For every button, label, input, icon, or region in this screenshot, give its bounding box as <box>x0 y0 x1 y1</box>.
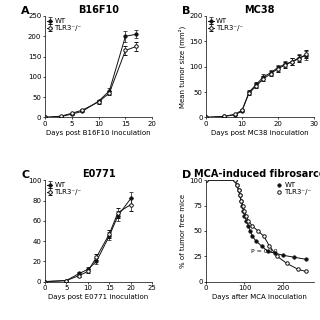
WT <box>281 253 285 257</box>
TLR3⁻/⁻ <box>244 214 248 218</box>
WT <box>204 178 208 182</box>
TLR3⁻/⁻ <box>237 188 241 192</box>
TLR3⁻/⁻ <box>296 268 300 271</box>
TLR3⁻/⁻ <box>238 194 242 197</box>
Title: B16F10: B16F10 <box>78 5 119 15</box>
Legend: WT, TLR3⁻/⁻: WT, TLR3⁻/⁻ <box>46 17 83 32</box>
X-axis label: Days post E0771 inoculation: Days post E0771 inoculation <box>48 294 149 300</box>
TLR3⁻/⁻ <box>285 261 289 265</box>
Y-axis label: Mean tumor size (mm²): Mean tumor size (mm²) <box>179 26 186 108</box>
WT <box>240 204 244 207</box>
WT <box>246 224 250 228</box>
Text: P = 0.10: P = 0.10 <box>251 249 278 254</box>
TLR3⁻/⁻ <box>243 209 246 212</box>
WT <box>239 199 243 203</box>
WT <box>292 255 296 259</box>
WT <box>241 209 245 212</box>
Legend: WT, TLR3⁻/⁻: WT, TLR3⁻/⁻ <box>46 182 83 196</box>
Title: MC38: MC38 <box>244 5 275 15</box>
TLR3⁻/⁻ <box>233 178 237 182</box>
Title: E0771: E0771 <box>82 170 116 180</box>
Line: TLR3⁻/⁻: TLR3⁻/⁻ <box>204 179 308 273</box>
Line: WT: WT <box>204 179 308 261</box>
TLR3⁻/⁻ <box>275 254 279 258</box>
TLR3⁻/⁻ <box>268 244 271 248</box>
WT <box>266 249 269 253</box>
X-axis label: Days post MC38 inoculation: Days post MC38 inoculation <box>211 130 309 136</box>
Text: B: B <box>182 6 191 16</box>
Text: D: D <box>182 170 192 180</box>
TLR3⁻/⁻ <box>235 183 239 187</box>
WT <box>233 178 237 182</box>
TLR3⁻/⁻ <box>262 234 266 238</box>
Legend: WT, TLR3⁻/⁻: WT, TLR3⁻/⁻ <box>276 182 312 196</box>
Text: A: A <box>21 6 30 16</box>
WT <box>237 188 241 192</box>
TLR3⁻/⁻ <box>250 224 254 228</box>
TLR3⁻/⁻ <box>256 229 260 233</box>
TLR3⁻/⁻ <box>239 199 243 203</box>
Title: MCA-induced fibrosarco: MCA-induced fibrosarco <box>194 170 320 180</box>
X-axis label: Days after MCA inoculation: Days after MCA inoculation <box>212 294 307 300</box>
WT <box>248 229 252 233</box>
WT <box>243 214 246 218</box>
WT <box>244 219 248 223</box>
TLR3⁻/⁻ <box>241 204 245 207</box>
WT <box>304 257 308 261</box>
TLR3⁻/⁻ <box>246 219 250 223</box>
X-axis label: Days post B16F10 inoculation: Days post B16F10 inoculation <box>46 130 151 136</box>
TLR3⁻/⁻ <box>204 178 208 182</box>
WT <box>254 239 258 243</box>
TLR3⁻/⁻ <box>304 269 308 273</box>
WT <box>260 244 264 248</box>
WT <box>235 183 239 187</box>
Text: C: C <box>21 170 29 180</box>
WT <box>250 234 254 238</box>
Y-axis label: % of tumor free mice: % of tumor free mice <box>180 194 186 268</box>
WT <box>238 194 242 197</box>
Legend: WT, TLR3⁻/⁻: WT, TLR3⁻/⁻ <box>207 17 244 32</box>
WT <box>273 251 277 255</box>
